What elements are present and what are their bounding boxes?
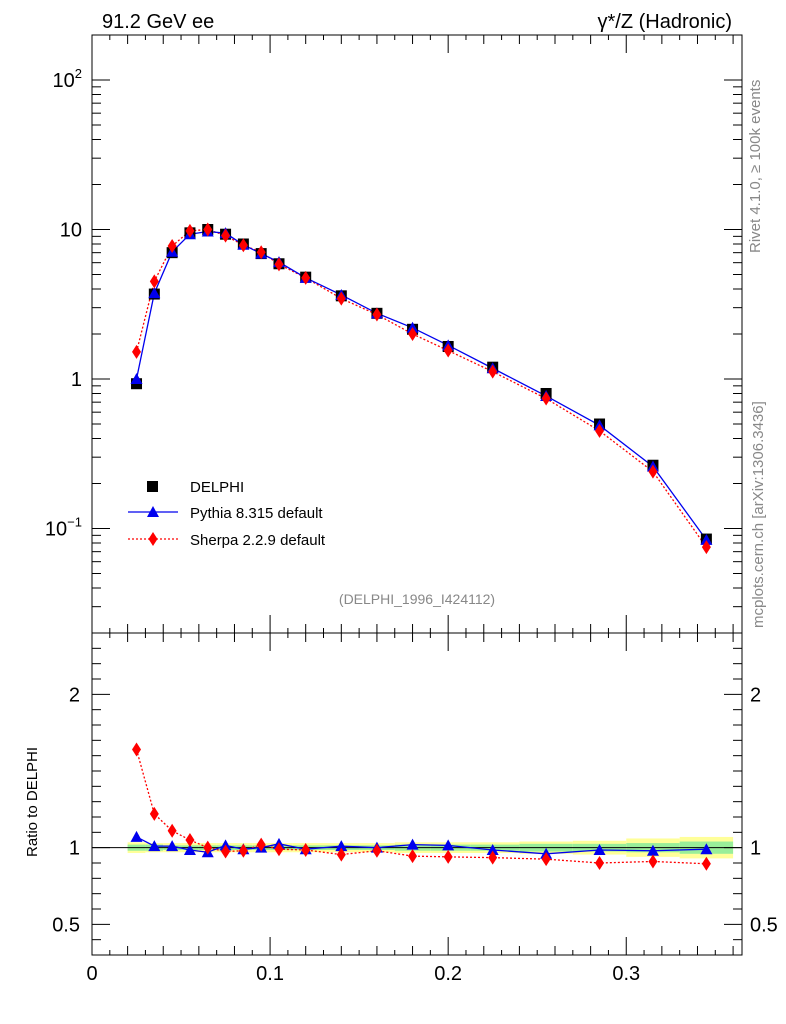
sherpa-ratio-point	[238, 843, 248, 858]
sherpa-point	[238, 238, 248, 253]
sherpa-ratio-point	[256, 837, 266, 852]
sherpa-line	[135, 228, 707, 548]
pythia-ratio-point	[130, 830, 143, 842]
legend: DELPHI Pythia 8.315 default Sherpa 2.2.9…	[128, 479, 326, 549]
legend-pythia-label: Pythia 8.315 default	[190, 505, 323, 522]
main-y-tick-label: 10	[60, 220, 82, 242]
ratio-y-tick-labels: 0.5 0.5 1 1 2 2	[52, 684, 778, 936]
mcplots-label: mcplots.cern.ch [arXiv:1306.3436]	[750, 401, 767, 628]
sherpa-point	[372, 307, 382, 322]
pythia-point	[700, 533, 713, 545]
sherpa-ratio-point	[701, 856, 711, 871]
sherpa-point	[221, 228, 231, 243]
sherpa-point	[443, 343, 453, 358]
x-tick-label: 0.1	[256, 963, 284, 985]
pythia-ratio-point	[700, 843, 713, 855]
sherpa-ratio-point	[408, 849, 418, 864]
x-tick-label: 0	[86, 963, 97, 985]
analysis-id-label: (DELPHI_1996_I424112)	[339, 591, 495, 607]
ratio-y-tick-label-right: 2	[750, 684, 761, 706]
sherpa-ratio-point	[132, 742, 142, 757]
sherpa-ratio-point	[541, 852, 551, 867]
pythia-point	[130, 373, 143, 385]
pythia-ratio-point	[593, 843, 606, 855]
sherpa-point	[408, 327, 418, 341]
legend-data-label: DELPHI	[190, 479, 244, 496]
sherpa-ratio-point	[301, 842, 311, 857]
process-label: γ*/Z (Hadronic)	[598, 11, 732, 33]
ratio-y-tick-label-left: 1	[69, 838, 80, 860]
main-y-tick-label: 1	[71, 369, 82, 391]
sherpa-ratio-point	[372, 843, 382, 858]
ratio-y-tick-label-left: 2	[69, 684, 80, 706]
sherpa-point	[301, 270, 311, 285]
main-series	[130, 222, 713, 555]
sherpa-point	[149, 274, 159, 289]
rivet-version-label: Rivet 4.1.0, ≥ 100k events	[747, 80, 764, 253]
pythia-ratio-point	[148, 840, 161, 852]
pythia-ratio-point	[406, 838, 419, 850]
sherpa-ratio-point	[203, 840, 213, 855]
sherpa-ratio-point	[167, 823, 177, 838]
sherpa-point	[648, 464, 658, 479]
sherpa-ratio-point	[149, 806, 159, 821]
x-tick-labels: 0 0.1 0.2 0.3	[86, 963, 640, 985]
pythia-ratio-point	[335, 840, 348, 852]
legend-data-marker	[147, 481, 158, 492]
pythia-ratio-point	[646, 844, 659, 856]
ratio-y-tick-label-right: 0.5	[750, 914, 778, 936]
energy-label: 91.2 GeV ee	[102, 11, 214, 33]
sherpa-ratio-point	[443, 849, 453, 864]
legend-sherpa-marker	[148, 532, 158, 546]
pythia-ratio-point	[442, 839, 455, 851]
pythia-point	[148, 287, 161, 299]
legend-sherpa-label: Sherpa 2.2.9 default	[190, 532, 326, 549]
sherpa-point	[488, 364, 498, 379]
sherpa-point	[167, 239, 177, 254]
ratio-plot-frame	[91, 632, 743, 956]
axis-ticks	[91, 34, 742, 956]
sherpa-point	[274, 257, 284, 272]
sherpa-point	[336, 291, 346, 306]
sherpa-ratio-point	[274, 842, 284, 857]
pythia-ratio-point	[166, 840, 179, 852]
sherpa-ratio-point	[488, 850, 498, 865]
sherpa-point	[595, 423, 605, 438]
main-y-tick-label: 10−1	[45, 515, 82, 541]
x-tick-label: 0.2	[434, 963, 462, 985]
sherpa-point	[256, 245, 266, 260]
pythia-ratio-point	[183, 843, 196, 855]
sherpa-point	[203, 222, 213, 237]
sherpa-ratio-point	[336, 847, 346, 862]
sherpa-ratio-point	[595, 856, 605, 870]
legend-pythia-marker	[147, 506, 159, 517]
sherpa-ratio-point	[221, 844, 231, 859]
sherpa-point	[701, 540, 711, 555]
ratio-y-tick-label-left: 0.5	[52, 914, 80, 936]
main-y-tick-label: 102	[53, 66, 82, 92]
sherpa-point	[185, 223, 195, 238]
ratio-y-axis-label: Ratio to DELPHI	[24, 747, 41, 857]
main-y-tick-labels: 10−1 1 10 102	[45, 66, 82, 541]
ratio-series	[130, 742, 713, 871]
sherpa-point	[132, 344, 142, 359]
ratio-y-tick-label-right: 1	[750, 838, 761, 860]
sherpa-ratio-point	[648, 854, 658, 869]
x-tick-label: 0.3	[612, 963, 640, 985]
sherpa-point	[541, 391, 551, 406]
sherpa-ratio-point	[185, 833, 195, 847]
pythia-ratio-point	[486, 843, 499, 855]
